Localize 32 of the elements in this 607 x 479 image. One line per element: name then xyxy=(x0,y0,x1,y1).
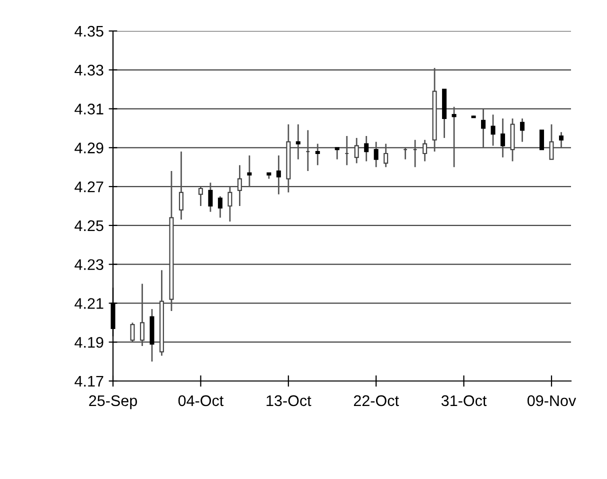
x-tick-label: 04-Oct xyxy=(178,395,224,406)
y-tick-label: 4.25 xyxy=(74,220,104,232)
candlestick xyxy=(218,196,222,218)
x-tick-label: 09-Nov xyxy=(527,395,576,406)
candlestick xyxy=(334,146,340,160)
x-tick-label: 31-Oct xyxy=(441,395,487,406)
candlestick xyxy=(520,118,525,143)
candlestick xyxy=(374,141,378,168)
x-tick-label: 22-Oct xyxy=(354,395,399,406)
y-tick-label: 4.29 xyxy=(74,142,104,154)
candlestick xyxy=(558,131,564,148)
y-tick-label: 4.31 xyxy=(74,104,104,114)
candlestick xyxy=(208,182,213,213)
y-tick-label: 4.23 xyxy=(74,259,104,270)
x-tick-label: 13-Oct xyxy=(266,395,312,406)
y-tick-label: 4.17 xyxy=(74,376,104,387)
y-tick-label: 4.35 xyxy=(74,26,104,37)
candlestick xyxy=(481,108,486,148)
candlestick xyxy=(452,106,456,168)
candlestick xyxy=(540,130,544,150)
candlestick xyxy=(296,124,300,160)
y-tick-label: 4.19 xyxy=(74,336,104,348)
x-tick-label: 25-Sep xyxy=(89,395,137,410)
candlestick xyxy=(490,114,496,146)
y-tick-label: 4.21 xyxy=(74,298,104,309)
candlestick xyxy=(364,135,369,162)
candlestick xyxy=(315,143,320,166)
candlestick xyxy=(247,154,252,188)
y-tick-label: 4.33 xyxy=(74,64,104,76)
candlestick xyxy=(276,154,281,196)
y-tick-label: 4.27 xyxy=(74,181,104,192)
candlestick xyxy=(500,118,506,158)
